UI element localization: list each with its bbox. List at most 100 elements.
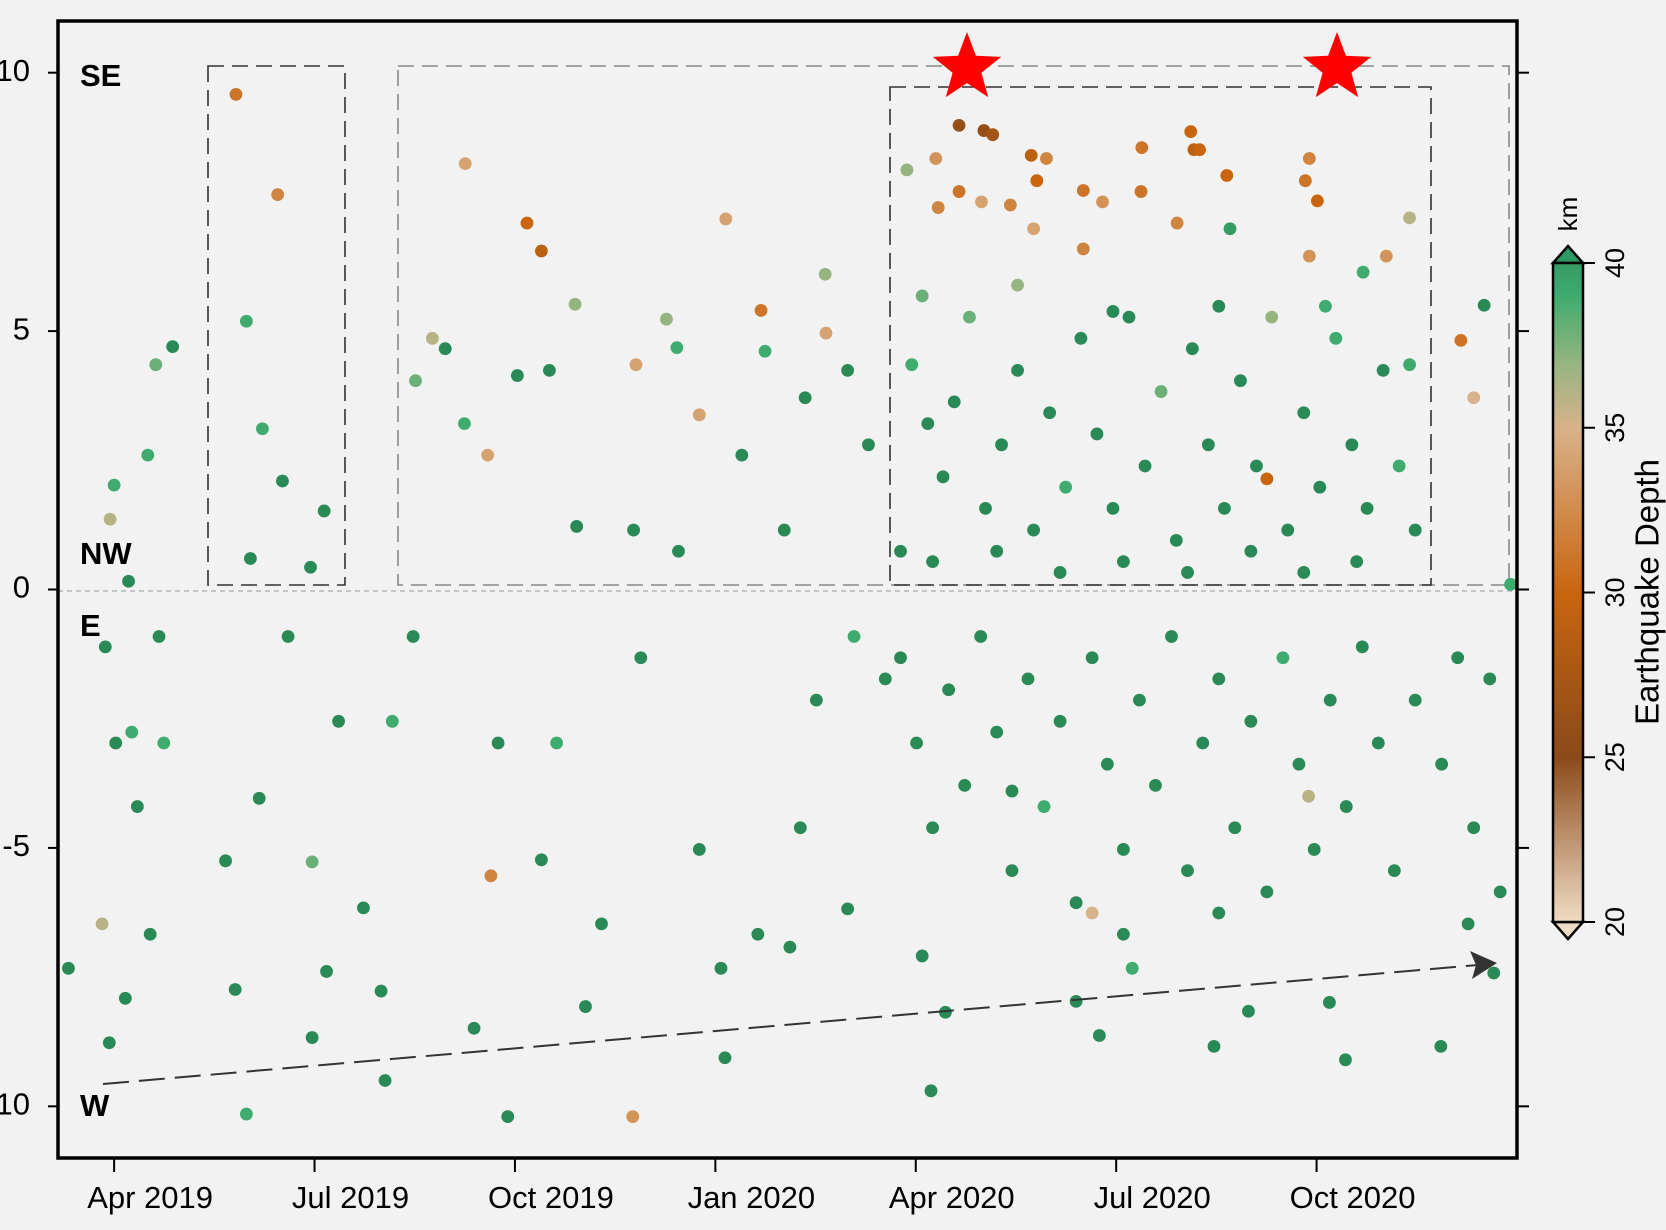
point: [332, 714, 345, 728]
point: [1138, 459, 1152, 473]
point: [1234, 374, 1247, 388]
point: [1403, 211, 1416, 225]
point: [979, 501, 992, 515]
colorbar-bar: [1551, 261, 1585, 924]
point: [1053, 566, 1067, 579]
point: [1387, 864, 1401, 878]
point: [317, 504, 331, 518]
colorbar-bottom-triangle: [1550, 920, 1586, 941]
point: [1319, 299, 1332, 313]
point: [841, 902, 855, 916]
point: [921, 417, 935, 431]
point: [1434, 1039, 1448, 1053]
point: [1212, 906, 1226, 920]
point: [1265, 310, 1279, 324]
point: [1276, 651, 1290, 665]
point: [1154, 385, 1168, 398]
point: [425, 331, 439, 345]
point: [243, 552, 257, 565]
points: [62, 87, 1517, 1124]
point: [1323, 996, 1336, 1009]
point: [1027, 523, 1041, 537]
box: [889, 86, 1432, 586]
point: [1313, 480, 1327, 494]
x-tick-label: Apr 2019: [87, 1180, 213, 1215]
point: [793, 821, 807, 835]
point: [754, 304, 768, 317]
point: [777, 523, 791, 537]
point: [1005, 864, 1019, 878]
y-tick-label: -5: [2, 828, 30, 863]
point: [501, 1110, 515, 1124]
point: [1005, 784, 1019, 798]
point: [1193, 143, 1206, 157]
point: [149, 358, 163, 372]
point: [1339, 800, 1353, 813]
point: [568, 297, 582, 311]
point: [305, 855, 319, 869]
point: [915, 289, 929, 303]
point: [1297, 566, 1311, 579]
point: [550, 736, 564, 750]
point: [995, 438, 1008, 452]
star: [1302, 32, 1372, 98]
x-tick-label: Jan 2020: [688, 1180, 816, 1215]
point: [1376, 363, 1390, 377]
point: [102, 1036, 116, 1050]
point: [910, 736, 923, 750]
point: [374, 984, 388, 998]
point: [1135, 141, 1149, 155]
point: [719, 212, 733, 226]
point: [1477, 298, 1491, 312]
point: [305, 1031, 319, 1044]
point: [818, 267, 832, 281]
point: [986, 128, 1000, 142]
point: [1106, 501, 1120, 515]
point: [958, 778, 972, 792]
point: [952, 185, 966, 198]
point: [1024, 148, 1038, 162]
point: [1053, 714, 1067, 728]
point: [819, 326, 833, 340]
point: [841, 363, 855, 377]
point: [1345, 438, 1359, 452]
point: [491, 736, 505, 750]
point: [798, 391, 812, 405]
point: [118, 991, 132, 1005]
point: [1181, 566, 1194, 579]
point: [936, 470, 950, 484]
point: [1170, 216, 1184, 230]
point: [990, 725, 1004, 739]
point: [357, 901, 370, 915]
point: [1220, 169, 1234, 182]
point: [152, 630, 166, 643]
point: [1298, 174, 1312, 188]
point: [125, 725, 139, 739]
point: [627, 523, 640, 537]
point: [990, 544, 1004, 558]
point: [915, 949, 929, 963]
point: [1021, 672, 1035, 686]
point: [1408, 523, 1422, 537]
point: [304, 560, 317, 574]
point: [534, 244, 548, 258]
point: [926, 555, 939, 568]
point: [692, 843, 706, 856]
point: [1461, 917, 1475, 931]
point: [1149, 778, 1162, 792]
point: [256, 422, 269, 436]
point: [1467, 391, 1481, 405]
plot-frame: [56, 19, 1519, 1160]
point: [1360, 501, 1374, 515]
star: [932, 32, 1002, 98]
y-tick-label: 10: [0, 53, 30, 88]
point: [484, 869, 498, 883]
point: [1228, 821, 1242, 835]
point: [1483, 672, 1497, 686]
point: [1244, 714, 1258, 728]
point: [520, 216, 534, 230]
point: [1037, 800, 1051, 813]
point: [952, 118, 966, 132]
point: [1355, 640, 1369, 654]
